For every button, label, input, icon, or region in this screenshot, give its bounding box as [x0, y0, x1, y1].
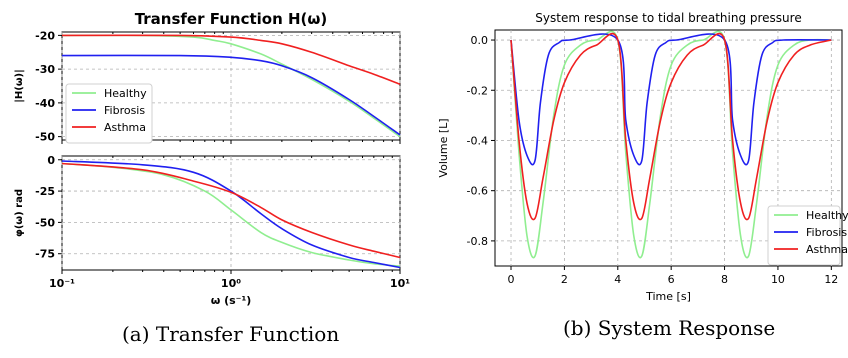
- caption-b: (b) System Response: [563, 316, 776, 340]
- y-tick-label-2-0: 0.0: [471, 34, 489, 47]
- legend-label-2-fibrosis: Fibrosis: [806, 226, 847, 239]
- legend-box-2: [767, 205, 841, 266]
- y-tick-label-2-2: -0.4: [467, 134, 488, 147]
- y-tick-label-1-1: -25: [35, 185, 55, 198]
- series-line-1-fibrosis: [61, 160, 401, 269]
- series-line-2-asthma: [510, 32, 832, 221]
- y-tick-label-1-3: -75: [35, 248, 55, 261]
- legend-label-0-fibrosis: Fibrosis: [104, 104, 145, 117]
- x-tick-label-1-2: 10¹: [390, 277, 410, 290]
- series-line-0-fibrosis: [61, 54, 401, 136]
- x-tick-label-2-2: 4: [614, 273, 621, 286]
- x-tick-label-2-6: 12: [824, 273, 838, 286]
- chart-title-2: System response to tidal breathing press…: [535, 11, 801, 25]
- y-tick-label-1-0: 0: [47, 154, 55, 167]
- series-line-0-healthy: [61, 34, 401, 138]
- chart-title-0: Transfer Function H(ω): [135, 10, 328, 28]
- x-tick-label-1-1: 10⁰: [221, 277, 241, 290]
- series-line-2-healthy: [510, 30, 832, 259]
- series-line-1-asthma: [61, 162, 401, 259]
- x-tick-label-2-0: 0: [508, 273, 515, 286]
- y-tick-label-2-1: -0.2: [467, 84, 488, 97]
- series-line-2-fibrosis: [510, 33, 832, 166]
- y-tick-label-1-2: -50: [35, 216, 55, 229]
- caption-a: (a) Transfer Function: [122, 322, 340, 346]
- y-tick-label-0-1: -30: [35, 63, 55, 76]
- legend-label-0-healthy: Healthy: [104, 87, 147, 100]
- y-axis-label-2: Volume [L]: [437, 118, 450, 177]
- legend-box-0: [65, 83, 153, 144]
- y-tick-label-2-4: -0.8: [467, 235, 488, 248]
- legend-label-2-healthy: Healthy: [806, 209, 848, 222]
- x-axis-label-2: Time [s]: [645, 290, 691, 303]
- y-tick-label-0-2: -40: [35, 97, 55, 110]
- series-line-0-asthma: [61, 34, 401, 86]
- x-tick-label-1-0: 10⁻¹: [49, 277, 75, 290]
- x-tick-label-2-3: 6: [668, 273, 675, 286]
- x-tick-label-2-1: 2: [561, 273, 568, 286]
- legend-label-2-asthma: Asthma: [806, 243, 848, 256]
- x-tick-label-2-4: 8: [721, 273, 728, 286]
- legend-label-0-asthma: Asthma: [104, 121, 146, 134]
- y-tick-label-2-3: -0.6: [467, 185, 488, 198]
- x-axis-label-1: ω (s⁻¹): [211, 294, 252, 307]
- series-line-1-healthy: [61, 162, 401, 267]
- y-tick-label-0-3: -50: [35, 131, 55, 144]
- y-axis-label-1: φ(ω) rad: [14, 189, 25, 237]
- y-axis-label-0: |H(ω)|: [14, 69, 25, 103]
- y-tick-label-0-0: -20: [35, 29, 55, 42]
- x-tick-label-2-5: 10: [771, 273, 785, 286]
